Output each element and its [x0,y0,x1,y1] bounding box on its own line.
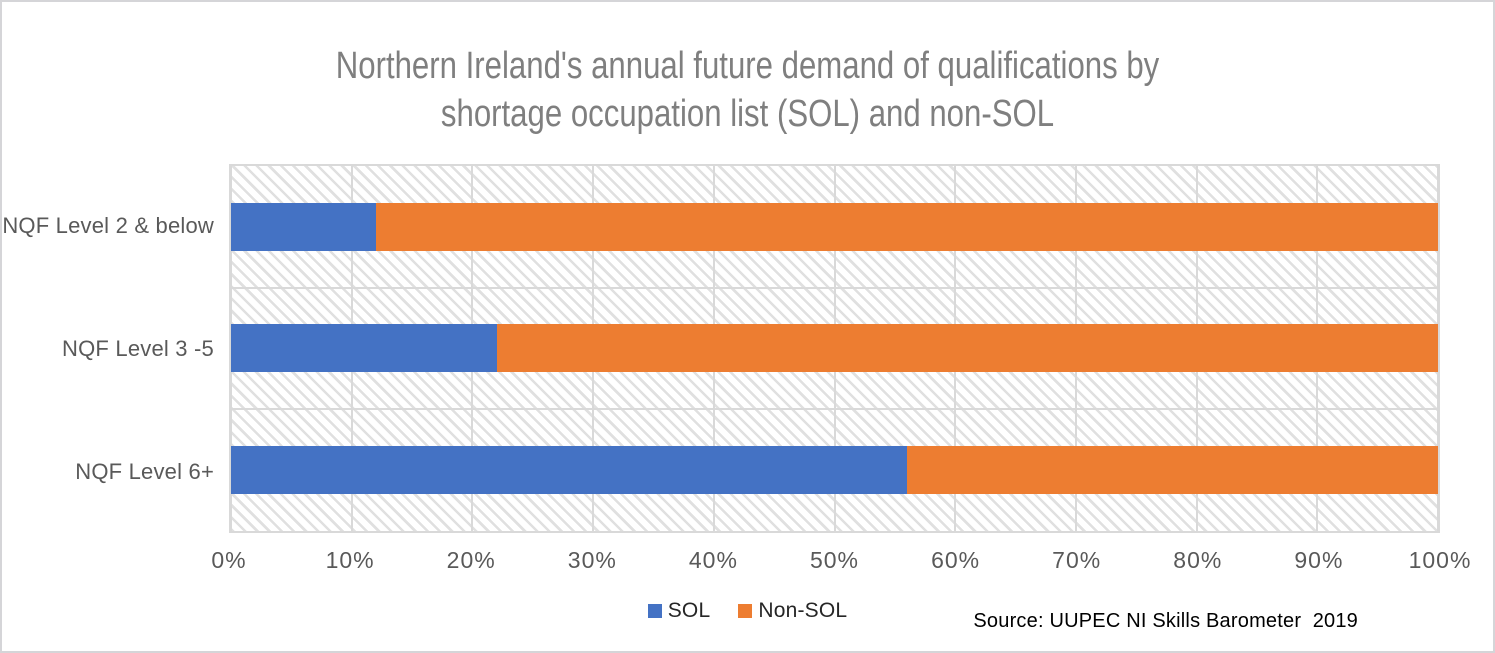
legend-marker-sol [647,604,662,618]
bar-segment-sol [231,324,497,373]
legend-item: SOL [647,599,711,623]
bar-row [231,324,1438,373]
bar-row [231,446,1438,495]
x-axis-tick-label: 80% [1173,547,1223,573]
x-axis-tick-label: 70% [1052,547,1102,573]
bars [231,166,1438,531]
bar-segment-non-sol [906,446,1438,495]
legend-label: SOL [667,599,711,622]
x-axis-tick-label: 30% [567,547,617,573]
x-axis-tick-label: 40% [688,547,738,573]
x-axis-labels: 0% 10% 20% 30% 40% 50% 60% 70% 80% 90% 100% [211,547,1470,575]
y-axis-label: NQF Level 2 & below [2,212,214,238]
x-axis-tick-label: 60% [931,547,981,573]
legend-item: Non-SOL [738,599,847,623]
legend-label: Non-SOL [758,599,848,622]
gridline-horizontal [231,286,1438,289]
bar-segment-sol [231,202,376,251]
x-axis-tick-label: 50% [809,547,860,573]
y-axis-label: NQF Level 3 -5 [62,335,214,361]
bar-row [231,202,1438,251]
chart-title: Northern Ireland's annual future demand … [335,45,1160,135]
x-axis-tick-label: 100% [1408,547,1472,573]
legend: SOL Non-SOL [2,599,1493,623]
x-axis-tick-label: 90% [1294,547,1344,573]
legend-marker-non-sol [738,604,753,618]
x-axis-tick-label: 20% [446,547,496,573]
bar-segment-non-sol [375,202,1438,251]
y-axis-labels: NQF Level 2 & below NQF Level 3 -5 NQF Lev… [2,164,214,533]
gridline-vertical [1437,166,1439,531]
plot-area [229,164,1440,533]
source-note: Source: UUPEC NI Skills Barometer 2019 [973,610,1358,632]
gridline-horizontal [231,408,1438,411]
bar-segment-sol [231,446,907,495]
y-axis-label: NQF Level 6+ [75,458,214,484]
x-axis-tick-label: 10% [325,547,375,573]
x-axis-tick-label: 0% [211,547,247,573]
bar-segment-non-sol [496,324,1438,373]
